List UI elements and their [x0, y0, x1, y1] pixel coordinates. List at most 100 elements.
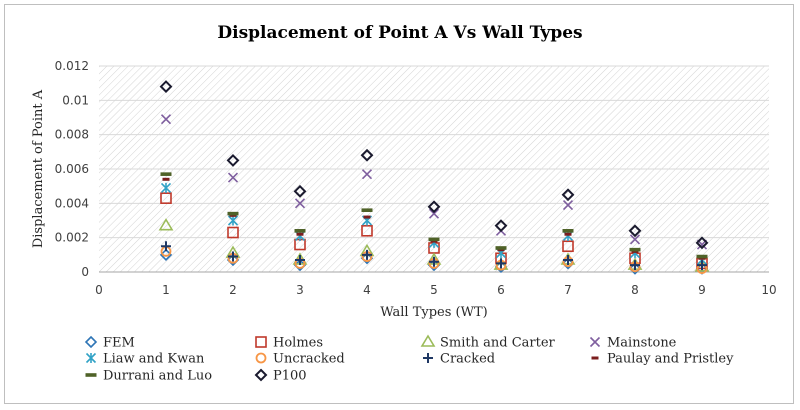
x-tick-label: 6: [497, 283, 505, 297]
y-tick-label: 0.012: [55, 59, 89, 73]
legend-item: FEM: [84, 335, 135, 351]
data-point: [294, 229, 306, 233]
legend-label: Paulay and Pristley: [607, 352, 734, 367]
legend-label: Mainstone: [607, 336, 677, 351]
series-p100: [159, 80, 709, 250]
data-point: [696, 254, 708, 259]
data-point: [226, 154, 240, 167]
data-point: [295, 254, 305, 265]
legend-label: FEM: [103, 336, 135, 351]
data-point: [695, 236, 709, 250]
series-durrani-and-luo: [160, 172, 708, 259]
legend: FEM Holmes Smith and Carter Mainstone Liaw a…: [84, 334, 734, 384]
data-point: [227, 172, 239, 183]
legend-item: Paulay and Pristley: [591, 352, 734, 367]
data-point: [227, 211, 239, 216]
data-point: [628, 224, 642, 238]
legend-marker: [254, 368, 268, 382]
data-point: [293, 184, 307, 198]
data-points: [158, 80, 710, 275]
data-point: [564, 232, 572, 236]
data-point: [428, 237, 440, 242]
data-point: [158, 218, 174, 231]
data-point: [160, 182, 172, 193]
data-point: [227, 215, 239, 226]
data-point: [494, 219, 508, 233]
data-point: [697, 260, 707, 271]
data-point: [362, 249, 372, 260]
legend-marker: [589, 336, 601, 348]
data-point: [561, 257, 575, 270]
data-point: [496, 258, 506, 269]
y-axis-title: Displacement of Point A: [31, 89, 46, 248]
chart-title: Displacement of Point A Vs Wall Types: [217, 23, 582, 43]
legend-marker: [85, 373, 97, 377]
data-point: [495, 246, 507, 250]
data-point: [629, 247, 641, 252]
legend-item: P100: [254, 368, 307, 384]
legend-marker: [85, 352, 97, 364]
data-point: [226, 253, 240, 267]
y-tick-labels: 0 0.002 0.004 0.006 0.008 0.01 0.012: [55, 59, 89, 279]
legend-label: P100: [273, 369, 307, 384]
data-point: [428, 208, 440, 219]
series-cracked: [161, 241, 707, 271]
data-point: [296, 232, 304, 236]
data-point: [363, 215, 371, 219]
legend-marker: [84, 335, 98, 349]
data-point: [563, 254, 573, 265]
chart-svg: Displacement of Point A Vs Wall Types 00…: [31, 23, 777, 384]
data-point: [227, 226, 239, 239]
data-point: [361, 208, 373, 212]
legend-item: Liaw and Kwan: [85, 352, 205, 367]
x-tick-label: 9: [698, 283, 706, 297]
data-point: [628, 262, 642, 275]
data-point: [161, 241, 171, 252]
data-point: [562, 240, 574, 253]
x-tick-label: 10: [761, 283, 776, 297]
legend-marker: [255, 336, 267, 348]
legend-marker: [255, 352, 267, 364]
data-point: [562, 229, 574, 233]
legend-item: Cracked: [423, 352, 495, 367]
legend-item: Durrani and Luo: [85, 369, 212, 384]
y-tick-label: 0.006: [55, 162, 89, 176]
legend-label: Smith and Carter: [440, 336, 556, 351]
data-point: [629, 234, 641, 245]
legend-item: Smith and Carter: [420, 334, 556, 351]
data-point: [160, 172, 172, 176]
legend-item: Holmes: [255, 336, 323, 351]
legend-label: Uncracked: [273, 352, 345, 367]
data-point: [429, 256, 439, 267]
legend-label: Holmes: [273, 336, 323, 351]
data-point: [361, 225, 373, 237]
legend-item: Uncracked: [255, 352, 345, 367]
data-point: [561, 188, 575, 202]
x-tick-label: 7: [564, 283, 572, 297]
data-point: [427, 200, 441, 214]
x-tick-label: 0: [95, 283, 103, 297]
x-tick-labels: 0 1 2 3 4 5 6 7 8 9 10: [95, 283, 776, 297]
data-point: [160, 192, 172, 204]
legend-marker: [591, 356, 599, 360]
data-point: [361, 169, 373, 180]
y-tick-label: 0.01: [62, 93, 89, 107]
data-point: [360, 252, 374, 265]
data-point: [228, 251, 238, 262]
legend-marker: [420, 334, 436, 347]
x-tick-label: 4: [363, 283, 371, 297]
x-tick-label: 5: [430, 283, 438, 297]
data-point: [360, 148, 374, 162]
y-tick-label: 0.008: [55, 128, 89, 142]
data-point: [159, 80, 173, 94]
data-point: [562, 199, 574, 211]
legend-label: Durrani and Luo: [103, 369, 212, 384]
y-tick-label: 0.004: [55, 196, 89, 210]
data-point: [160, 114, 172, 125]
data-point: [294, 198, 306, 209]
legend-label: Cracked: [440, 352, 495, 367]
x-tick-label: 1: [162, 283, 170, 297]
y-tick-label: 0: [81, 265, 89, 279]
x-axis-title: Wall Types (WT): [380, 305, 487, 320]
